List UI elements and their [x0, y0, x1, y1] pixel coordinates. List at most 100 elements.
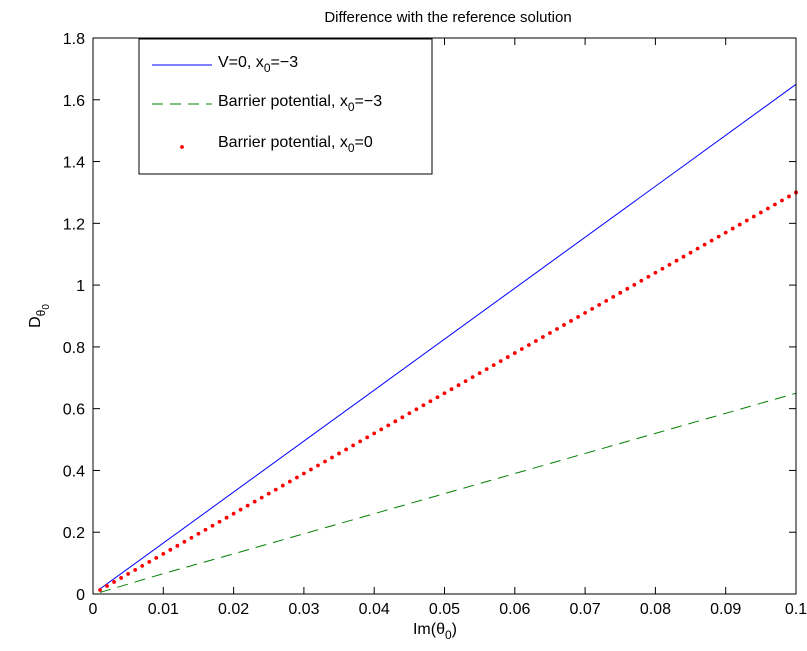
x-tick-label: 0.03 [288, 601, 319, 618]
data-point [302, 471, 306, 476]
series-layer [98, 83, 798, 593]
y-tick-label: 0 [76, 587, 85, 604]
x-tick-label: 0.06 [499, 601, 530, 618]
x-tick-label: 0.02 [218, 601, 249, 618]
data-point [604, 298, 609, 303]
data-point [477, 371, 482, 376]
data-point [414, 407, 419, 412]
data-point [358, 439, 363, 444]
data-point [639, 278, 644, 283]
data-point [189, 535, 194, 540]
data-point [688, 250, 693, 255]
data-point [182, 539, 187, 544]
data-point [112, 580, 116, 584]
y-tick-label: 0.8 [63, 340, 85, 357]
data-point [386, 423, 391, 428]
x-axis-label: Im(θ0) [413, 621, 457, 642]
data-point [393, 419, 398, 424]
data-point [294, 475, 299, 480]
x-tick-label: 0.01 [148, 601, 179, 618]
data-point [773, 202, 777, 207]
y-tick-label: 1.6 [63, 93, 85, 110]
data-point [379, 427, 384, 432]
data-point [625, 286, 630, 291]
data-point [456, 383, 461, 388]
data-point [428, 399, 433, 404]
data-point [323, 459, 327, 464]
data-point [126, 572, 131, 576]
data-point [119, 576, 124, 580]
data-point [583, 311, 587, 315]
y-tick-label: 1.2 [63, 216, 85, 233]
data-point [442, 391, 447, 396]
x-tick-label: 0.07 [570, 601, 601, 618]
data-point [259, 495, 264, 500]
data-point [435, 395, 440, 400]
data-point [98, 588, 102, 592]
data-point [470, 375, 475, 380]
data-point [590, 306, 595, 311]
x-tick-label: 0 [89, 601, 98, 618]
data-point [512, 351, 517, 355]
data-point [730, 226, 735, 231]
data-point [168, 547, 173, 552]
y-axis: 0 0.2 0.4 0.6 0.8 1 1.2 1.4 1.6 1.8 [63, 31, 796, 604]
series-barrier-x0-m3 [99, 392, 797, 593]
data-point [330, 455, 334, 460]
data-point [667, 262, 672, 267]
legend-swatch-barrier-0 [180, 145, 184, 149]
chart-title: Difference with the reference solution [324, 9, 571, 26]
data-point [646, 274, 651, 279]
legend: V=0, x0=−3 Barrier potential, x0=−3 Barr… [138, 38, 433, 175]
series-v0-x0-m3 [99, 83, 797, 590]
data-point [245, 503, 250, 508]
data-point [316, 463, 320, 468]
data-point [421, 403, 426, 408]
data-point [597, 302, 602, 307]
data-point [702, 242, 707, 247]
data-point [133, 568, 138, 572]
y-tick-label: 0.2 [63, 525, 85, 542]
x-tick-label: 0.1 [785, 601, 807, 618]
data-point [758, 210, 763, 215]
data-point [337, 451, 341, 456]
data-point [266, 491, 271, 496]
y-tick-label: 1 [76, 278, 85, 295]
data-point [400, 415, 405, 420]
x-axis: 0 0.01 0.02 0.03 0.04 0.05 0.06 0.07 0.08 0.09 0.1 [89, 38, 807, 618]
data-point [569, 319, 573, 323]
data-point [716, 234, 721, 239]
data-point [484, 367, 489, 372]
data-point [147, 559, 152, 564]
data-point [548, 331, 552, 335]
data-point [751, 214, 756, 219]
series-barrier-x0-0 [98, 190, 798, 592]
data-point [210, 523, 215, 528]
y-tick-label: 1.8 [63, 31, 85, 48]
y-tick-label: 1.4 [63, 155, 85, 172]
legend-label-barrier-0: Barrier potential, x0=0 [218, 134, 373, 155]
data-point [175, 543, 180, 548]
x-tick-label: 0.05 [429, 601, 460, 618]
y-axis-label: Dθ0 [27, 304, 52, 328]
data-point [309, 467, 313, 472]
data-point [660, 266, 665, 271]
data-point [231, 511, 236, 516]
data-point [463, 379, 468, 384]
data-point [287, 479, 292, 484]
data-point [709, 238, 714, 243]
data-point [280, 483, 285, 488]
data-point [105, 584, 109, 588]
y-tick-label: 0.6 [63, 402, 85, 419]
data-point [562, 323, 566, 327]
data-point [787, 194, 791, 199]
data-point [765, 206, 770, 211]
data-point [498, 359, 503, 363]
data-point [611, 294, 616, 299]
svg-text:Dθ0: Dθ0 [27, 304, 52, 328]
data-point [449, 387, 454, 392]
data-point [154, 555, 159, 560]
data-point [372, 431, 377, 436]
data-point [140, 563, 145, 568]
